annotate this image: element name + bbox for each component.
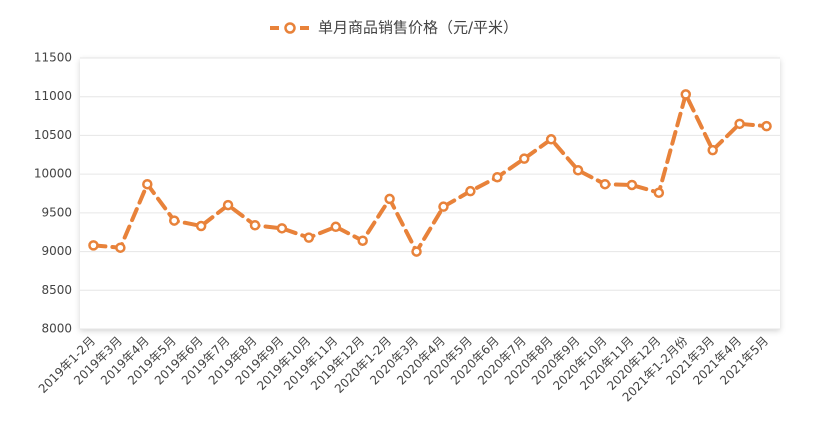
- data-point: [276, 223, 288, 234]
- data-point: [680, 89, 692, 100]
- data-point: [168, 215, 180, 226]
- data-point: [465, 185, 476, 197]
- data-point: [653, 187, 665, 198]
- data-point: [357, 235, 368, 246]
- legend: 单月商品销售价格（元/平米）: [270, 19, 518, 37]
- y-tick-label: 11500: [34, 51, 72, 65]
- data-point: [707, 144, 718, 156]
- y-tick-label: 8000: [41, 322, 72, 336]
- data-point: [115, 242, 126, 253]
- data-point: [518, 153, 530, 164]
- data-point: [88, 240, 99, 251]
- data-point: [195, 220, 207, 232]
- y-tick-label: 10500: [34, 128, 72, 142]
- data-point: [545, 134, 557, 145]
- y-tick-label: 8500: [41, 283, 72, 297]
- y-tick-label: 10000: [34, 167, 72, 181]
- data-point: [734, 118, 745, 130]
- data-point: [330, 221, 342, 233]
- data-point: [599, 178, 611, 190]
- data-point: [492, 171, 503, 183]
- data-point: [249, 219, 261, 231]
- data-point: [303, 232, 315, 243]
- data-point: [222, 199, 234, 211]
- data-point: [761, 120, 772, 132]
- legend-label: 单月商品销售价格（元/平米）: [318, 19, 518, 37]
- y-tick-label: 11000: [34, 89, 72, 103]
- data-point: [438, 201, 449, 212]
- legend-marker: [284, 22, 296, 34]
- data-point: [142, 178, 153, 190]
- data-point: [384, 193, 395, 205]
- y-tick-label: 9000: [41, 244, 72, 258]
- data-point: [411, 246, 422, 257]
- data-point: [626, 179, 638, 191]
- plot-area: [80, 58, 780, 329]
- y-tick-label: 9500: [41, 205, 72, 219]
- data-point: [572, 165, 584, 176]
